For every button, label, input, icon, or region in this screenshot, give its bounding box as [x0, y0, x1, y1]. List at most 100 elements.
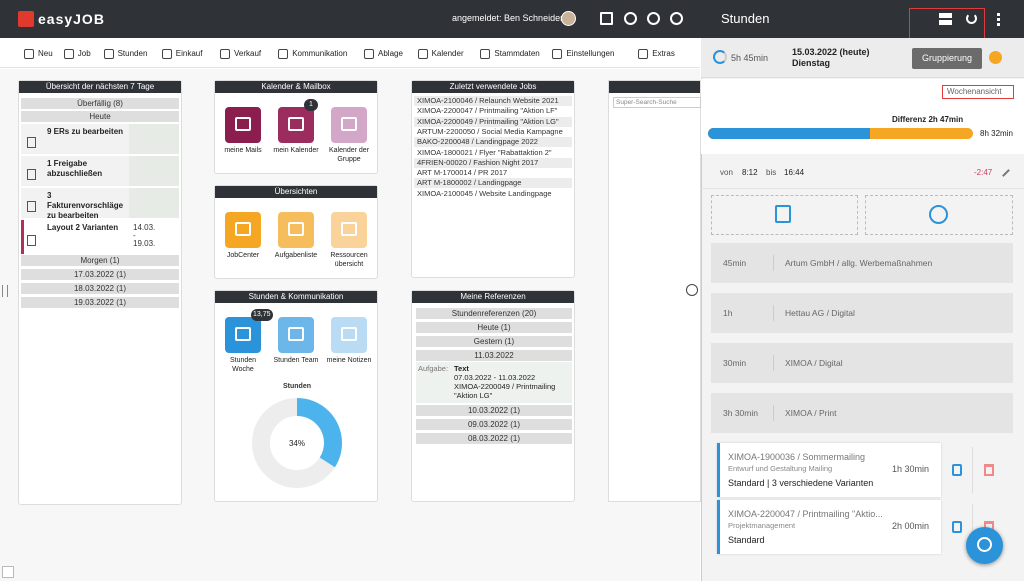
add-tab-button[interactable] [2, 566, 14, 578]
tile-icon[interactable] [331, 212, 367, 248]
time-card[interactable]: XIMOA-1900036 / Sommermailing Entwurf und… [717, 443, 941, 497]
tile-label[interactable]: JobCenter [226, 252, 260, 259]
job-item[interactable]: 4FRIEN-00020 / Fashion Night 2017 [414, 157, 572, 168]
task-row[interactable]: 9 ERs zu bearbeiten [21, 124, 179, 154]
add-button[interactable] [865, 195, 1013, 235]
task-dates: 07.03.2022 - 11.03.2022 [454, 373, 536, 382]
tile-label[interactable]: Stunden Woche [229, 357, 257, 373]
job-item[interactable]: XIMOA-2200047 / Printmailing "Aktion LF" [414, 106, 572, 117]
reference-row[interactable]: 10.03.2022 (1) [416, 405, 572, 416]
reference-row[interactable]: Stundenreferenzen (20) [416, 308, 572, 319]
card-divider [972, 504, 973, 550]
reference-row[interactable]: Heute (1) [416, 322, 572, 333]
entry-row[interactable]: 30min XIMOA / Digital [711, 343, 1013, 383]
tile-icon[interactable] [278, 317, 314, 353]
menu-button[interactable] [997, 13, 1000, 26]
delta-time: -2:47 [974, 168, 993, 177]
reference-row[interactable]: 11.03.2022 [416, 350, 572, 361]
tile-label[interactable]: Ressourcen übersicht [330, 252, 368, 268]
references-panel: Meine Referenzen Stundenreferenzen (20) He… [411, 290, 575, 502]
toolbar-item[interactable]: Stammdaten [494, 49, 540, 58]
tile-icon[interactable] [331, 107, 367, 143]
job-item[interactable]: ARTUM-2200050 / Social Media Kampagne [414, 126, 572, 137]
job-item[interactable]: ART M-1700014 / PR 2017 [414, 168, 572, 179]
layout-button[interactable] [939, 13, 952, 25]
tile-glyph [235, 327, 251, 341]
job-item[interactable]: ART M-1800002 / Landingpage [414, 178, 572, 189]
toolbar-item[interactable]: Einstellungen [566, 49, 615, 58]
refresh-button[interactable] [624, 12, 637, 25]
search-input[interactable]: Super-Search-Suche [613, 97, 701, 108]
entry-duration: 3h 30min [723, 408, 758, 418]
reference-task[interactable]: Aufgabe: Text 07.03.2022 - 11.03.2022 XIMOA… [416, 362, 572, 403]
task-row[interactable]: 1 Freigabe abzuschließen [21, 156, 179, 186]
toolbar-item[interactable]: Ablage [378, 49, 403, 58]
clock-button[interactable] [686, 284, 698, 296]
day-row[interactable]: 18.03.2022 (1) [21, 283, 179, 294]
from-time: 8:12 [742, 168, 758, 177]
home-button[interactable] [600, 12, 613, 25]
week-link[interactable]: Wochenansicht [942, 85, 1014, 99]
job-item[interactable]: XIMOA-2100046 / Relaunch Website 2021 [414, 96, 572, 106]
grouping-button[interactable]: Gruppierung [912, 48, 982, 69]
add-entry-button[interactable] [711, 195, 858, 235]
card-duration: 1h 30min [892, 464, 930, 474]
toolbar-item[interactable]: Extras [652, 49, 675, 58]
refresh-button[interactable] [966, 13, 977, 24]
card-task: Projektmanagement [728, 521, 796, 530]
toolbar-item[interactable]: Stunden [117, 49, 148, 58]
time-card[interactable]: XIMOA-2200047 / Printmailing "Aktio... Pr… [717, 500, 941, 554]
task-date: 14.03. [133, 223, 156, 232]
tile-label[interactable]: meine Mails [224, 147, 262, 154]
toolbar-item[interactable]: Einkauf [175, 49, 203, 58]
day-row[interactable]: Morgen (1) [21, 255, 179, 266]
job-item[interactable]: XIMOA-1800021 / Flyer "Rabattaktion 2" [414, 147, 572, 158]
day-row[interactable]: 17.03.2022 (1) [21, 269, 179, 280]
entry-divider [773, 405, 774, 421]
task-row[interactable]: Layout 2 Varianten [21, 220, 179, 254]
tile-badge: 1 [304, 99, 318, 111]
entry-name: XIMOA / Digital [785, 358, 843, 368]
toolbar-item[interactable]: Verkauf [234, 49, 262, 58]
reference-row[interactable]: Gestern (1) [416, 336, 572, 347]
panel-header: Stunden & Kommunikation [215, 291, 377, 303]
tile-icon[interactable] [278, 107, 314, 143]
task-text: 1 Freigabe abzuschließen [47, 159, 103, 178]
toolbar-item[interactable]: Kommunikation [292, 49, 348, 58]
job-item[interactable]: XIMOA-2100045 / Website Landingpage [414, 188, 572, 199]
day-row[interactable]: 19.03.2022 (1) [21, 297, 179, 308]
entry-row[interactable]: 3h 30min XIMOA / Print [711, 393, 1013, 433]
delete-button[interactable] [984, 464, 994, 476]
tile-icon[interactable] [225, 212, 261, 248]
tile-icon[interactable] [331, 317, 367, 353]
panel-header: Meine Referenzen [412, 291, 574, 303]
tile-label[interactable]: mein Kalender [273, 147, 319, 154]
toolbar-item[interactable]: Job [77, 49, 91, 58]
tile-label[interactable]: Aufgabenliste [274, 252, 318, 259]
tile-label[interactable]: Stunden Team [273, 357, 319, 364]
reference-row[interactable]: 09.03.2022 (1) [416, 419, 572, 430]
entry-row[interactable]: 45min Artum GmbH / allg. Werbemaßnahmen [711, 243, 1013, 283]
card-task: Entwurf und Gestaltung Mailing [728, 464, 833, 473]
task-row[interactable]: 3 Fakturenvorschläge zu bearbeiten [21, 188, 179, 220]
tile-icon[interactable] [225, 317, 261, 353]
job-item[interactable]: XIMOA-2200049 / Printmailing "Aktion LG" [414, 116, 572, 127]
help-button[interactable] [647, 12, 660, 25]
tile-label[interactable]: meine Notizen [326, 357, 372, 364]
reference-row[interactable]: 08.03.2022 (1) [416, 433, 572, 444]
job-item[interactable]: BAKO-2200048 / Landingpage 2022 [414, 137, 572, 148]
copy-button[interactable] [952, 464, 962, 476]
tile-icon[interactable] [278, 212, 314, 248]
copy-button[interactable] [952, 521, 962, 533]
logout-button[interactable] [670, 12, 683, 25]
overview-panel: Übersicht der nächsten 7 Tage Überfällig … [18, 80, 182, 505]
toolbar-item[interactable]: Kalender [431, 49, 464, 58]
entry-divider [773, 305, 774, 321]
entry-row[interactable]: 1h Hettau AG / Digital [711, 293, 1013, 333]
overdue-row[interactable]: Überfällig (8) [21, 98, 179, 109]
tile-icon[interactable] [225, 107, 261, 143]
tile-glyph [288, 117, 304, 131]
toolbar-item[interactable]: Neu [38, 49, 53, 58]
tile-label[interactable]: Kalender der Gruppe [328, 147, 370, 163]
